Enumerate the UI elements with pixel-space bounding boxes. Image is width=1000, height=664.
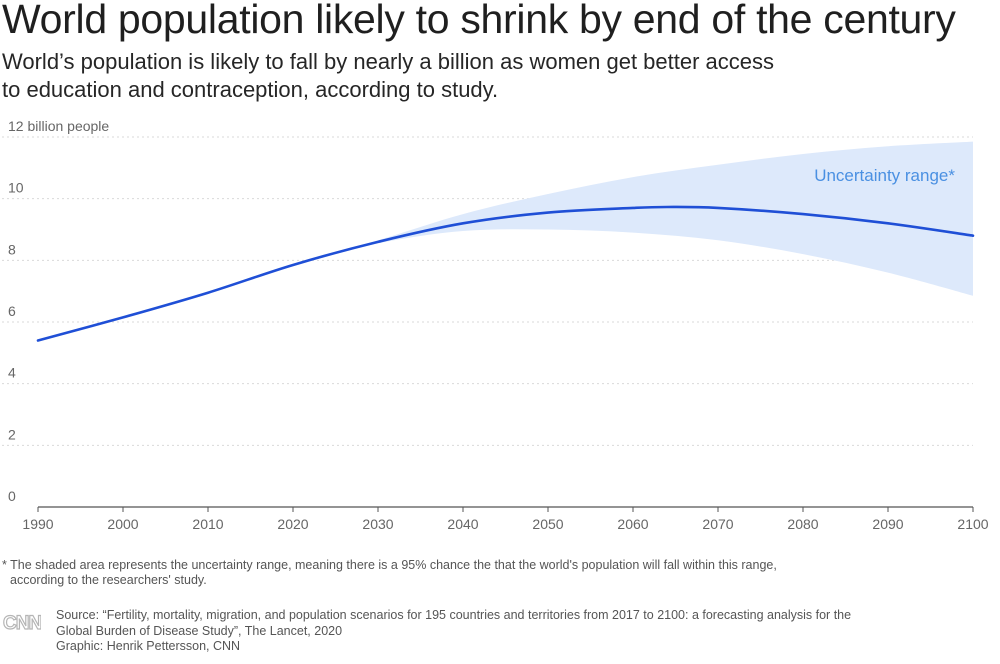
source-line-2: Global Burden of Disease Study”, The Lan… [56,623,343,638]
population-chart: Uncertainty range* 1990 2000 2010 2020 2030 2… [2,120,989,530]
uncertainty-range-label: Uncertainty range* [814,166,955,185]
x-tick-label: 2100 [957,516,988,530]
y-tick-label: 0 [8,488,16,504]
uncertainty-band [267,141,973,296]
y-tick-label: 2 [8,426,16,442]
x-tick-label: 2030 [362,516,393,530]
footnote: * The shaded area represents the uncerta… [2,558,902,588]
y-tick-label: 8 [8,241,16,257]
graphic-credit: Graphic: Henrik Pettersson, CNN [56,639,241,653]
footnote-line-2: according to the researchers' study. [10,573,207,587]
x-tick-label: 2090 [872,516,903,530]
y-axis-ticks: 0 2 4 6 8 10 12 billion people [8,120,109,504]
cnn-logo: CNN [3,612,41,633]
y-tick-label: 12 billion people [8,120,109,134]
y-tick-label: 10 [8,180,24,196]
x-axis-ticks: 1990 2000 2010 2020 2030 2040 2050 2060 2070 2080… [22,507,989,530]
svg-text:CNN: CNN [3,613,41,633]
x-tick-label: 2040 [447,516,478,530]
subtitle-line-2: to education and contraception, accordin… [2,77,499,102]
page-title: World population likely to shrink by end… [2,0,956,42]
x-tick-label: 2010 [192,516,223,530]
footnote-line-1: * The shaded area represents the uncerta… [2,558,777,572]
subtitle: World’s population is likely to fall by … [2,48,962,104]
subtitle-line-1: World’s population is likely to fall by … [2,49,775,74]
population-line [36,205,975,342]
x-tick-label: 2070 [702,516,733,530]
x-tick-label: 2060 [617,516,648,530]
x-tick-label: 2000 [107,516,138,530]
source-line-1: Source: “Fertility, mortality, migration… [56,608,852,622]
x-tick-label: 1990 [22,516,53,530]
x-tick-label: 2050 [532,516,563,530]
y-tick-label: 6 [8,303,16,319]
gridlines [2,136,973,446]
y-tick-label: 4 [8,365,16,381]
source-credits: Source: “Fertility, mortality, migration… [56,608,976,655]
x-tick-label: 2020 [277,516,308,530]
x-tick-label: 2080 [787,516,818,530]
